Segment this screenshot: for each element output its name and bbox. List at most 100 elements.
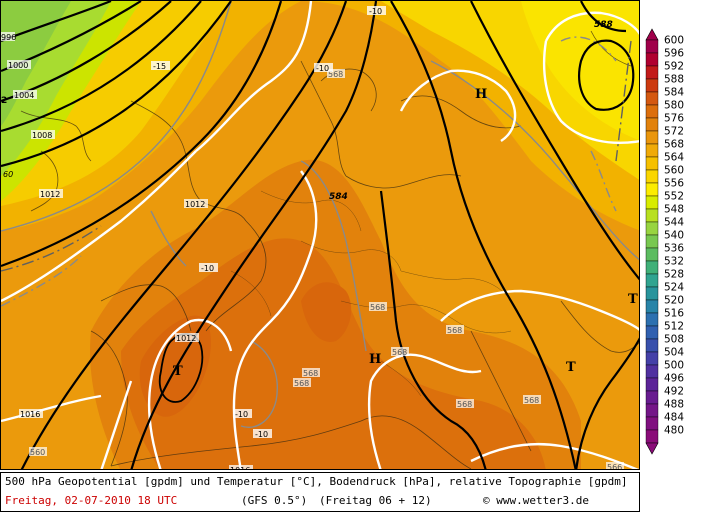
legend-value-label: 596 xyxy=(664,48,684,60)
legend-top-arrow xyxy=(645,28,659,41)
legend-swatch xyxy=(645,91,659,106)
legend-value-label: 480 xyxy=(664,425,684,437)
low-pressure-symbol: T xyxy=(628,292,638,307)
legend-value-label: 496 xyxy=(664,373,684,385)
partial-labels: 60 2 xyxy=(1,96,13,179)
legend-swatch xyxy=(645,130,659,145)
legend-value-label: 540 xyxy=(664,230,684,242)
topo-label: 568 xyxy=(457,400,472,409)
legend-swatch xyxy=(645,377,659,392)
model-name: (GFS 0.5°) xyxy=(241,494,308,507)
topo-label: 566 xyxy=(607,463,622,470)
legend-value-label: 508 xyxy=(664,334,684,346)
map-canvas: H H T T T 588 584 568 568 568 568 568 56… xyxy=(1,1,639,470)
topo-label: 568 xyxy=(303,369,318,378)
legend-value-label: 560 xyxy=(664,165,684,177)
temperature-label: -10 xyxy=(316,64,329,73)
pressure-label: 1012 xyxy=(40,190,60,199)
topo-label: 568 xyxy=(524,396,539,405)
pressure-labels: 996 1000 1004 1008 1012 1012 1012 1016 1… xyxy=(1,32,253,470)
legend-swatch xyxy=(645,325,659,340)
legend-swatch xyxy=(645,65,659,80)
legend-swatch xyxy=(645,208,659,223)
legend-value-label: 568 xyxy=(664,139,684,151)
legend-value-label: 524 xyxy=(664,282,684,294)
legend-swatch xyxy=(645,169,659,184)
relative-topo-labels: 568 568 568 568 568 568 568 566 568 560 xyxy=(29,69,624,470)
legend-swatch xyxy=(645,195,659,210)
topo-label: 560 xyxy=(30,448,45,457)
temperature-label: -10 xyxy=(255,430,268,439)
legend-swatch xyxy=(645,429,659,444)
legend-swatch xyxy=(645,351,659,366)
legend-value-label: 592 xyxy=(664,61,684,73)
legend-value-label: 548 xyxy=(664,204,684,216)
legend-value-label: 504 xyxy=(664,347,684,359)
legend-value-label: 552 xyxy=(664,191,684,203)
legend-value-label: 520 xyxy=(664,295,684,307)
legend-swatch xyxy=(645,273,659,288)
geopotential-label: 588 xyxy=(594,20,613,30)
legend-swatch xyxy=(645,312,659,327)
country-borders xyxy=(230,190,512,397)
temperature-label: -10 xyxy=(369,7,382,16)
pressure-label: 1008 xyxy=(32,131,52,140)
geopotential-label: 584 xyxy=(329,192,348,202)
pressure-label: 1000 xyxy=(8,61,28,70)
isotherms xyxy=(1,1,639,469)
map-footer: 500 hPa Geopotential [gpdm] und Temperat… xyxy=(0,472,640,512)
legend-value-label: 576 xyxy=(664,113,684,125)
legend-swatch xyxy=(645,52,659,67)
legend-swatch xyxy=(645,260,659,275)
legend-swatch xyxy=(645,39,659,54)
legend-swatches xyxy=(645,28,659,455)
legend-swatch xyxy=(645,221,659,236)
legend-value-label: 500 xyxy=(664,360,684,372)
color-scale-legend: 6005965925885845805765725685645605565525… xyxy=(645,28,684,455)
legend-swatch xyxy=(645,416,659,431)
pressure-label: 1016 xyxy=(230,466,250,470)
topo-label: 568 xyxy=(328,70,343,79)
legend-value-label: 600 xyxy=(664,35,684,47)
legend-value-label: 488 xyxy=(664,399,684,411)
legend-swatch xyxy=(645,247,659,262)
low-pressure-symbol: T xyxy=(566,360,576,375)
legend-swatch xyxy=(645,78,659,93)
temperature-label: -10 xyxy=(235,410,248,419)
pressure-label: 1016 xyxy=(20,410,40,419)
legend-value-label: 528 xyxy=(664,269,684,281)
weather-map: H H T T T 588 584 568 568 568 568 568 56… xyxy=(0,0,640,470)
topo-label: 568 xyxy=(294,379,309,388)
pressure-label: 1004 xyxy=(14,91,34,100)
legend-swatch xyxy=(645,286,659,301)
legend-swatch xyxy=(645,338,659,353)
legend-value-label: 532 xyxy=(664,256,684,268)
legend-swatch xyxy=(645,299,659,314)
legend-value-label: 492 xyxy=(664,386,684,398)
legend-value-label: 580 xyxy=(664,100,684,112)
partial-label: 2 xyxy=(1,96,7,106)
legend-value-label: 544 xyxy=(664,217,684,229)
pressure-label: 996 xyxy=(1,33,16,42)
topo-label: 568 xyxy=(370,303,385,312)
relative-topography-lines xyxy=(1,1,639,428)
legend-value-label: 556 xyxy=(664,178,684,190)
copyright-link[interactable]: © www.wetter3.de xyxy=(483,494,589,507)
partial-label: 60 xyxy=(3,170,13,179)
legend-bottom-arrow xyxy=(645,442,659,455)
legend-value-label: 584 xyxy=(664,87,684,99)
legend-swatch xyxy=(645,403,659,418)
legend-swatch xyxy=(645,234,659,249)
temperature-labels: -10 -10 -15 -10 -10 -10 xyxy=(151,6,386,439)
pressure-label: 1012 xyxy=(185,200,205,209)
valid-date: Freitag, 02-07-2010 18 UTC xyxy=(5,494,178,507)
legend-swatch xyxy=(645,117,659,132)
legend-swatch xyxy=(645,364,659,379)
legend-value-label: 512 xyxy=(664,321,684,333)
high-pressure-symbol: H xyxy=(369,352,381,367)
legend-value-label: 516 xyxy=(664,308,684,320)
map-description: 500 hPa Geopotential [gpdm] und Temperat… xyxy=(5,475,628,488)
legend-swatch xyxy=(645,104,659,119)
legend-value-label: 536 xyxy=(664,243,684,255)
topo-label: 568 xyxy=(447,326,462,335)
